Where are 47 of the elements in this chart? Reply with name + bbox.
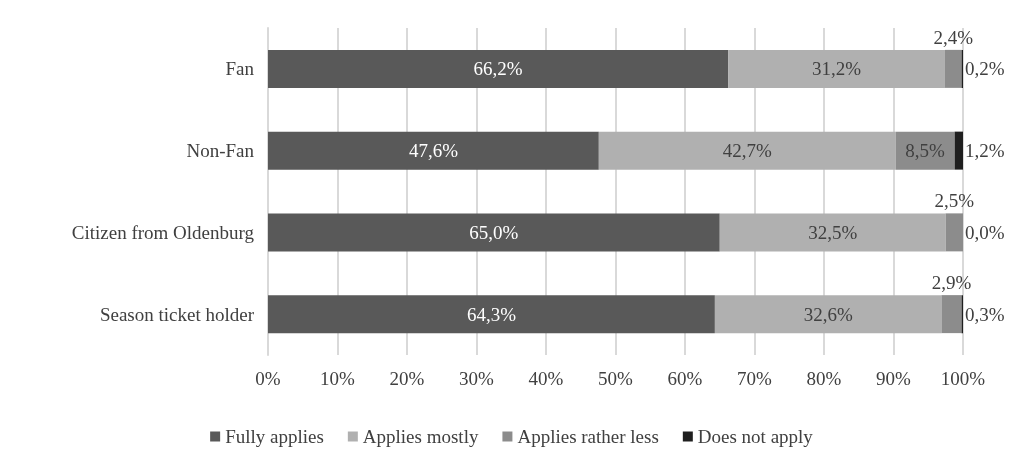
data-label: 2,4% [933, 26, 974, 48]
data-label: 65,0% [469, 221, 519, 243]
data-label: 31,2% [811, 58, 862, 80]
bar [598, 131, 896, 170]
data-label: 32,6% [803, 303, 853, 325]
data-label: 1,2% [965, 140, 1005, 162]
data-label: 47,6% [408, 140, 459, 162]
x-tick-label: 0% [255, 368, 281, 389]
data-label: 42,7% [722, 140, 772, 162]
bar [945, 213, 963, 252]
bar [268, 131, 599, 170]
bar [941, 295, 962, 334]
bar [954, 131, 963, 170]
legend-label: Fully applies [225, 426, 324, 447]
data-label: 32,5% [808, 221, 858, 243]
data-label: 8,5% [905, 140, 946, 162]
bar [268, 295, 715, 334]
data-label: 0,0% [965, 221, 1005, 243]
y-tick-label: Season ticket holder [99, 303, 255, 325]
x-tick-label: 70% [737, 368, 773, 389]
y-tick-label: Non-Fan [186, 140, 255, 162]
x-tick-label: 20% [389, 368, 425, 389]
data-label: 0,2% [965, 58, 1005, 80]
data-label: 2,5% [934, 190, 975, 212]
x-tick-label: 30% [459, 368, 495, 389]
x-tick-label: 60% [667, 368, 703, 389]
x-tick-label: 90% [876, 368, 912, 389]
data-label: 0,3% [965, 303, 1005, 325]
bar [268, 49, 729, 88]
bar [719, 213, 946, 252]
data-label: 66,2% [473, 58, 523, 80]
bar [944, 49, 962, 88]
data-label: 64,3% [466, 303, 517, 325]
x-tick-label: 40% [528, 368, 564, 389]
x-tick-label: 10% [320, 368, 356, 389]
x-tick-label: 100% [940, 368, 986, 389]
legend-label: Applies mostly [362, 426, 479, 447]
bar [714, 295, 942, 334]
bar [728, 49, 945, 88]
legend-label: Applies rather less [517, 426, 659, 447]
y-tick-label: Fan [225, 58, 255, 80]
bar [268, 213, 720, 252]
x-tick-label: 50% [598, 368, 634, 389]
data-label: 2,9% [931, 272, 972, 294]
y-tick-label: Citizen from Oldenburg [71, 221, 255, 243]
legend-label: Does not apply [697, 426, 814, 447]
x-tick-label: 80% [806, 368, 842, 389]
